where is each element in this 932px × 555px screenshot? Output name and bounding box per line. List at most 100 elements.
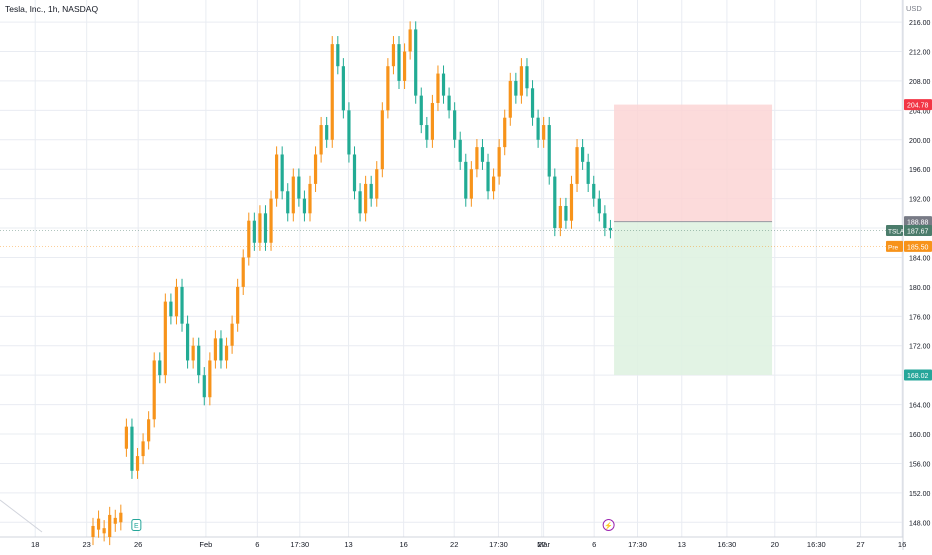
candle-body xyxy=(553,176,557,229)
time-tick-label: 13 xyxy=(344,540,352,549)
candle-body xyxy=(597,198,601,214)
stop-price-label: 204.78 xyxy=(907,103,929,110)
candle-body xyxy=(581,147,585,162)
pre-price-label: 185.50 xyxy=(907,244,929,251)
candle-body xyxy=(564,205,568,221)
candle-body xyxy=(158,360,162,376)
candle-body xyxy=(297,176,301,199)
price-tick-label: 176.00 xyxy=(909,314,931,321)
candle-body xyxy=(336,44,340,67)
time-tick-label: 17:30 xyxy=(628,540,647,549)
price-tick-label: 192.00 xyxy=(909,197,931,204)
time-tick-label: 17:30 xyxy=(489,540,508,549)
candle-body xyxy=(291,176,295,214)
split-icon[interactable] xyxy=(602,519,615,531)
candle-body xyxy=(135,456,140,471)
candle-body xyxy=(247,220,251,258)
candle-body xyxy=(147,419,151,442)
candle-body xyxy=(174,286,179,317)
candle-body xyxy=(185,323,190,361)
candle-body xyxy=(497,147,501,177)
earnings-icon[interactable] xyxy=(131,519,142,531)
candle-body xyxy=(569,183,574,221)
candle-body xyxy=(252,220,256,243)
candle-body xyxy=(202,375,206,398)
entry-price-badge xyxy=(904,216,932,228)
candle-body xyxy=(508,80,512,118)
candle-body xyxy=(364,183,368,214)
last-price-badge xyxy=(904,224,932,236)
time-tick-label: 16:30 xyxy=(807,540,826,549)
candle-body xyxy=(469,169,473,199)
currency-label: USD xyxy=(906,4,922,13)
candle-body xyxy=(197,345,201,376)
candle-body xyxy=(325,125,329,140)
candle-body xyxy=(119,512,123,523)
candle-body xyxy=(180,286,184,324)
pre-symbol-tag-label: Pre xyxy=(888,244,899,251)
time-tick-label: 22 xyxy=(450,540,458,549)
price-tick-label: 152.00 xyxy=(909,491,931,498)
earnings-marker-label: E xyxy=(134,523,139,530)
candle-body xyxy=(430,102,434,140)
time-tick-label: 13 xyxy=(678,540,686,549)
candle-body xyxy=(236,286,240,324)
candle-body xyxy=(436,73,440,103)
candle-body xyxy=(241,257,245,287)
pre-price-badge xyxy=(904,240,932,252)
candle-body xyxy=(286,191,290,214)
candle-body xyxy=(525,66,529,89)
trend-line[interactable] xyxy=(0,499,43,533)
last-symbol-tag xyxy=(886,224,903,236)
candle-body xyxy=(280,154,284,192)
candle-body xyxy=(386,66,390,111)
candle-body xyxy=(113,517,117,524)
candle-body xyxy=(547,125,551,177)
candle-body xyxy=(124,426,128,449)
candle-body xyxy=(224,345,229,361)
time-tick-label: 16:30 xyxy=(718,540,737,549)
candle-body xyxy=(341,66,345,111)
candle-body xyxy=(369,183,373,199)
candle-body xyxy=(586,161,590,184)
candle-body xyxy=(441,73,446,96)
price-tick-label: 180.00 xyxy=(909,285,931,292)
candle-body xyxy=(319,125,323,155)
target-price-badge xyxy=(904,369,932,381)
target-price-label: 168.02 xyxy=(907,373,929,380)
candle-body xyxy=(391,44,396,67)
time-tick-label: 27 xyxy=(856,540,864,549)
time-tick-label: 26 xyxy=(134,540,142,549)
candle-body xyxy=(558,205,562,229)
candle-body xyxy=(514,80,518,96)
take-profit-zone[interactable] xyxy=(614,221,773,376)
candle-body xyxy=(447,95,451,111)
stop-loss-zone[interactable] xyxy=(614,104,773,222)
candle-body xyxy=(91,525,95,537)
candle-body xyxy=(302,198,307,214)
candle-body xyxy=(96,518,101,530)
candle-body xyxy=(313,154,318,184)
pre-symbol-tag xyxy=(886,240,903,252)
time-tick-label: 16 xyxy=(399,540,407,549)
candle-body xyxy=(102,528,106,534)
candle-body xyxy=(330,44,334,140)
price-tick-label: 204.00 xyxy=(909,108,931,115)
candle-body xyxy=(169,301,173,317)
candle-body xyxy=(191,345,195,361)
candle-body xyxy=(263,213,268,243)
candle-body xyxy=(491,176,496,192)
candle-body xyxy=(486,161,490,192)
price-tick-label: 208.00 xyxy=(909,79,931,86)
candle-body xyxy=(130,426,134,471)
price-tick-label: 216.00 xyxy=(909,20,931,27)
time-tick-label: Mar xyxy=(537,540,550,549)
candle-body xyxy=(213,338,218,361)
candle-body xyxy=(108,514,112,537)
entry-price-label: 188.88 xyxy=(907,220,929,227)
candle-body xyxy=(275,154,279,199)
candle-body xyxy=(453,110,457,140)
candle-body xyxy=(419,95,423,126)
